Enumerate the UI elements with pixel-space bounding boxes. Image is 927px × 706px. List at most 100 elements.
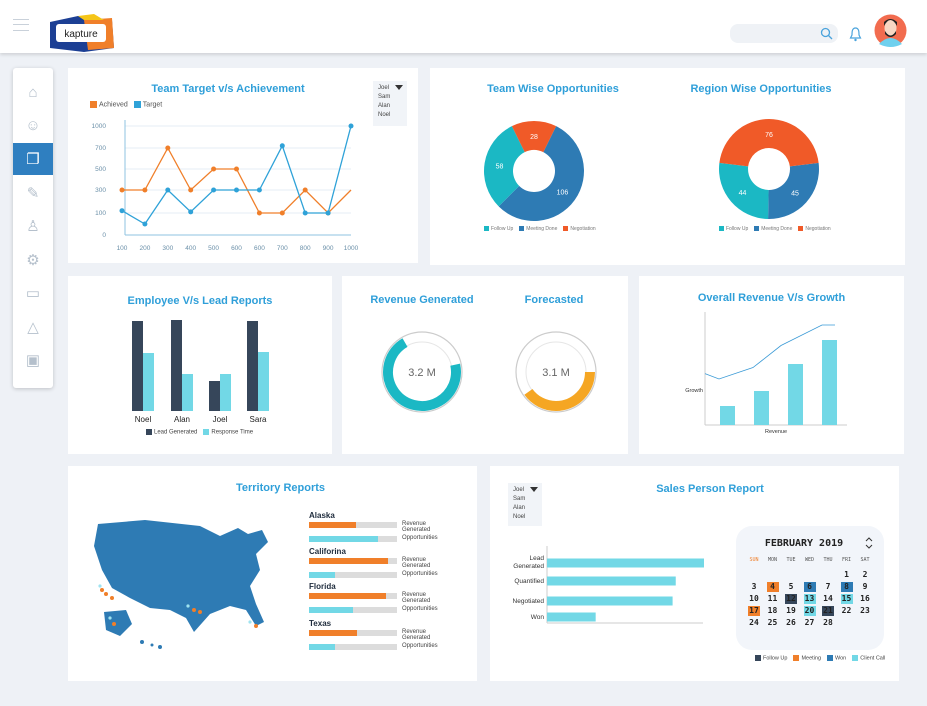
sidebar-item-home[interactable]: ⌂ xyxy=(13,76,53,108)
data-point xyxy=(234,166,239,172)
dropdown-arrow-icon xyxy=(395,85,403,90)
calendar-day[interactable]: 27 xyxy=(804,618,815,627)
calendar-day[interactable]: 23 xyxy=(860,606,870,615)
state-name: Califorina xyxy=(309,547,346,556)
bar-label: Opportunities xyxy=(402,642,438,649)
calendar-day[interactable]: 2 xyxy=(862,570,868,579)
data-point xyxy=(165,187,171,193)
calendar-day[interactable]: 3 xyxy=(751,582,757,591)
search-input[interactable] xyxy=(730,24,838,43)
sidebar-item-contacts[interactable]: ♙ xyxy=(13,210,53,242)
x-tick-label: 500 xyxy=(208,245,219,252)
monitor-icon: ▭ xyxy=(25,285,41,302)
calendar-day[interactable]: 1 xyxy=(844,570,849,579)
calendar-day[interactable]: 20 xyxy=(803,606,816,616)
dropdown-option[interactable]: Joel xyxy=(513,487,525,493)
calendar-day[interactable]: 8 xyxy=(840,582,853,592)
y-tick-label: 1000 xyxy=(92,123,107,130)
calendar-day[interactable]: 11 xyxy=(767,594,778,603)
kapture-logo[interactable]: kapture xyxy=(48,14,115,52)
bar-label: Opportunities xyxy=(402,605,438,612)
calendar-day[interactable]: 15 xyxy=(840,594,853,604)
menu-icon[interactable] xyxy=(13,19,29,31)
dropdown-option[interactable]: Noel xyxy=(513,514,526,520)
employee-bar-chart: Noel Alan Joel Sara xyxy=(132,320,269,424)
chart-legend: Achieved Target xyxy=(90,101,162,108)
bell-icon[interactable] xyxy=(849,26,862,42)
card-title: Revenue Generated xyxy=(370,294,474,306)
calendar-day[interactable]: 19 xyxy=(786,606,796,615)
calendar-day[interactable]: 17 xyxy=(748,606,760,616)
person-dropdown[interactable]: Joel Sam Alan Noel xyxy=(373,81,407,126)
slice-label: 45 xyxy=(791,190,799,197)
dropdown-option[interactable]: Alan xyxy=(513,505,526,511)
month-stepper-icon[interactable] xyxy=(865,537,873,549)
x-tick-label: 300 xyxy=(162,245,173,252)
y-tick-label: 100 xyxy=(95,210,106,217)
data-point xyxy=(142,221,148,227)
dropdown-option[interactable]: Sam xyxy=(513,496,526,502)
sidebar-item-gear[interactable]: ⚙ xyxy=(13,244,53,276)
calendar-day[interactable]: 7 xyxy=(825,582,831,591)
calendar-day[interactable]: 12 xyxy=(785,594,797,604)
dropdown-option[interactable]: Sam xyxy=(378,94,391,100)
day-of-week: FRI xyxy=(841,557,852,563)
data-point xyxy=(256,210,262,216)
contacts-icon: ♙ xyxy=(26,218,40,235)
calendar-day[interactable]: 16 xyxy=(860,594,870,603)
x-tick-label: Noel xyxy=(135,415,152,424)
y-tick-label: Lead xyxy=(530,555,545,562)
slice-label: 44 xyxy=(739,190,747,197)
dropdown-option[interactable]: Noel xyxy=(378,112,391,118)
data-point xyxy=(302,210,308,216)
calendar-day[interactable]: 24 xyxy=(749,618,759,627)
calendar-day[interactable]: 28 xyxy=(823,618,833,627)
calendar-day[interactable]: 18 xyxy=(767,606,778,615)
x-tick-label: Alan xyxy=(174,415,190,424)
forecast-value: 3.1 M xyxy=(542,367,570,379)
bar-fill xyxy=(309,643,335,650)
calendar-day[interactable]: 14 xyxy=(823,594,833,603)
state-name: Florida xyxy=(309,582,336,591)
y-axis-label: Growth xyxy=(685,388,703,394)
calendar-day[interactable]: 22 xyxy=(841,606,852,615)
chart-legend: Lead Generated Response Time xyxy=(146,429,253,436)
x-axis-label: Revenue xyxy=(765,429,787,435)
search-icon[interactable] xyxy=(820,27,833,40)
region-donut-chart: 45 44 76 xyxy=(719,119,819,219)
revenue-bar xyxy=(754,391,769,425)
sidebar-item-documents[interactable]: ❐ xyxy=(13,143,53,175)
dropdown-arrow-icon xyxy=(530,487,538,492)
sidebar-item-save[interactable]: ▣ xyxy=(13,344,53,376)
dropdown-option[interactable]: Alan xyxy=(378,103,391,109)
us-map xyxy=(94,520,268,649)
x-tick-label: 600 xyxy=(231,245,242,252)
calendar-day[interactable]: 5 xyxy=(788,582,794,591)
bar-label: Revenue Generated xyxy=(402,592,431,604)
sidebar-item-monitor[interactable]: ▭ xyxy=(13,277,53,309)
y-tick-label: Quantified xyxy=(514,578,544,585)
calendar-day[interactable]: 13 xyxy=(803,594,816,604)
bar-label: Revenue Generated xyxy=(402,629,431,641)
calendar-day[interactable]: 6 xyxy=(803,582,816,592)
calendar-day[interactable]: 25 xyxy=(767,618,778,627)
calendar-day[interactable]: 10 xyxy=(749,594,759,603)
y-tick-label: Won xyxy=(531,614,545,621)
dropdown-option[interactable]: Joel xyxy=(378,85,390,91)
calendar-day[interactable]: 21 xyxy=(822,606,834,616)
x-tick-label: 800 xyxy=(300,245,311,252)
sidebar-item-drive[interactable]: △ xyxy=(13,311,53,343)
data-point xyxy=(119,208,125,214)
growth-line xyxy=(704,324,835,380)
data-point xyxy=(279,210,285,216)
avatar[interactable] xyxy=(874,14,907,47)
person-dropdown[interactable]: Joel Sam Alan Noel xyxy=(508,483,542,526)
calendar-day[interactable]: 26 xyxy=(786,618,796,627)
sidebar-item-edit[interactable]: ✎ xyxy=(13,177,53,209)
sidebar-item-user[interactable]: ☺ xyxy=(13,110,53,142)
bar-response-time xyxy=(258,352,269,411)
bar-fill xyxy=(309,571,335,578)
slice-label: 106 xyxy=(557,189,569,196)
calendar-day[interactable]: 4 xyxy=(766,582,779,592)
calendar-day[interactable]: 9 xyxy=(862,582,868,591)
